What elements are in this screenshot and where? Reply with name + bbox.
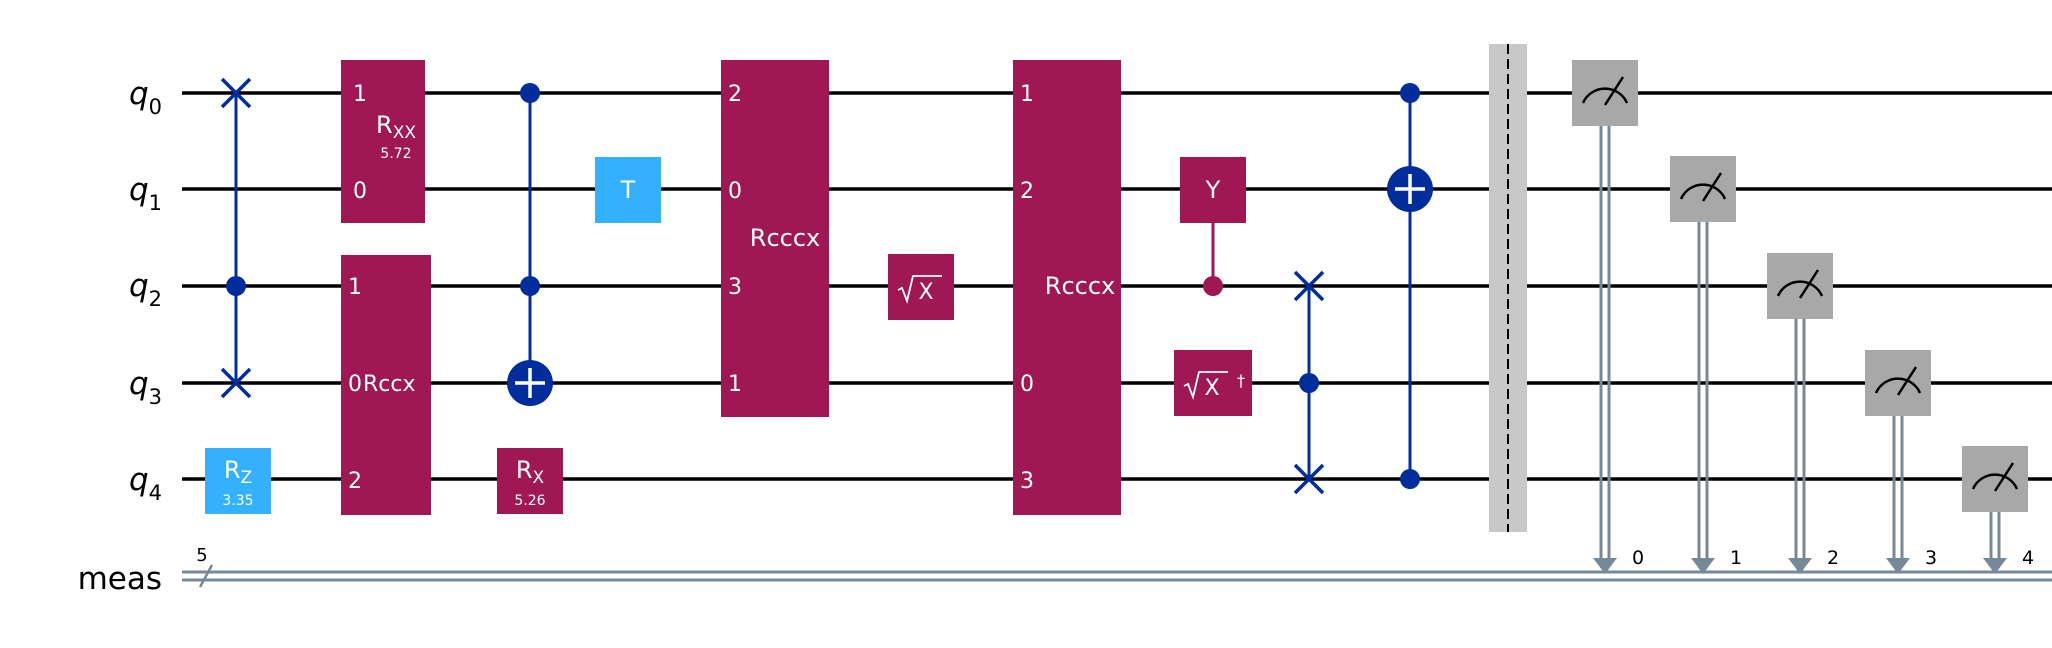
svg-text:3.35: 3.35 <box>222 493 253 509</box>
svg-text:X: X <box>1204 376 1219 401</box>
control-dot <box>1299 373 1319 393</box>
svg-text:0: 0 <box>348 372 362 397</box>
sqrt-icon <box>897 275 942 305</box>
svg-text:RX: RX <box>516 456 545 488</box>
bus-slash <box>198 564 214 588</box>
measure-gate: 4 <box>1962 446 2034 574</box>
meter-icon <box>1874 366 1922 396</box>
control-dot <box>226 276 246 296</box>
svg-text:3: 3 <box>1020 469 1034 494</box>
qubit-label-q1: q1 <box>129 172 162 215</box>
measurements: 0 1 2 3 4 <box>1572 60 2034 574</box>
qubit-label-q4: q4 <box>129 462 162 505</box>
control-dot <box>1400 469 1420 489</box>
qubit-label-q2: q2 <box>129 268 162 311</box>
control-dot <box>1203 276 1223 296</box>
arrow-down-icon <box>1983 558 2007 574</box>
t-gate: T <box>595 157 661 223</box>
controlled-y-gate: Y <box>1180 157 1246 296</box>
rz-gate: RZ 3.35 <box>205 448 271 514</box>
classical-register-label: meas <box>78 561 162 597</box>
qubit-label-q0: q0 <box>129 76 162 119</box>
swap-x-icon <box>220 77 252 109</box>
svg-text:Y: Y <box>1205 176 1221 204</box>
measure-bit-label: 0 <box>1632 547 1644 569</box>
meter-icon <box>1776 269 1824 299</box>
barrier <box>1489 44 1527 532</box>
svg-text:2: 2 <box>1020 179 1034 204</box>
rcccx-gate-1: 2 0 3 1 Rcccx <box>721 60 829 417</box>
target-plus-icon <box>507 360 553 406</box>
arrow-down-icon <box>1593 558 1617 574</box>
arrow-down-icon <box>1886 558 1910 574</box>
qubit-labels: q0 q1 q2 q3 q4 meas <box>78 76 162 597</box>
measure-bit-label: 4 <box>2022 547 2034 569</box>
svg-text:T: T <box>620 176 636 204</box>
measure-bit-label: 3 <box>1925 547 1937 569</box>
register-size: 5 <box>196 545 207 566</box>
svg-text:1: 1 <box>728 372 742 397</box>
svg-text:5.72: 5.72 <box>380 146 411 162</box>
svg-text:1: 1 <box>353 82 367 107</box>
rcccx-gate-2: 1 2 0 3 Rcccx <box>1013 60 1121 515</box>
target-plus-icon <box>1387 166 1433 212</box>
sx-gate: X <box>888 254 954 320</box>
svg-text:1: 1 <box>1020 82 1034 107</box>
svg-text:2: 2 <box>348 469 362 494</box>
classical-wire: 5 <box>182 545 2052 588</box>
sxdg-gate: X † <box>1174 350 1252 416</box>
control-dot <box>520 83 540 103</box>
measure-bit-label: 2 <box>1827 547 1839 569</box>
measure-gate: 0 <box>1572 60 1644 574</box>
rx-gate: RX 5.26 <box>497 448 563 514</box>
control-dot <box>520 276 540 296</box>
swap-x-icon <box>1293 270 1325 302</box>
measure-gate: 2 <box>1767 253 1839 574</box>
arrow-down-icon <box>1691 558 1715 574</box>
svg-text:†: † <box>1237 371 1245 390</box>
svg-text:Rcccx: Rcccx <box>1045 272 1115 300</box>
svg-text:RXX: RXX <box>376 111 416 143</box>
measure-gate: 3 <box>1865 350 1937 574</box>
swap-x-icon <box>220 367 252 399</box>
meter-icon <box>1971 462 2019 492</box>
arrow-down-icon <box>1788 558 1812 574</box>
measure-bit-label: 1 <box>1730 547 1742 569</box>
svg-text:2: 2 <box>728 82 742 107</box>
rccx-gate: 1 0 2 Rccx <box>341 255 431 515</box>
meter-icon <box>1679 172 1727 202</box>
toffoli-gate <box>507 83 553 406</box>
svg-text:1: 1 <box>348 275 362 300</box>
svg-text:Rcccx: Rcccx <box>750 224 820 252</box>
svg-text:X: X <box>918 280 933 305</box>
toffoli-gate-2 <box>1387 83 1433 489</box>
svg-text:RZ: RZ <box>224 456 252 488</box>
svg-text:0: 0 <box>728 179 742 204</box>
rxx-gate: 1 0 RXX 5.72 <box>341 60 425 223</box>
meter-icon <box>1581 76 1629 106</box>
svg-text:0: 0 <box>1020 372 1034 397</box>
cswap-gate-1 <box>220 77 252 399</box>
control-dot <box>1400 83 1420 103</box>
measure-gate: 1 <box>1670 156 1742 574</box>
svg-text:Rccx: Rccx <box>363 372 416 397</box>
qubit-label-q3: q3 <box>129 366 162 409</box>
svg-text:0: 0 <box>353 179 367 204</box>
svg-text:5.26: 5.26 <box>514 493 545 509</box>
sqrt-icon <box>1183 371 1228 401</box>
cswap-gate-2 <box>1293 270 1325 495</box>
svg-text:3: 3 <box>728 275 742 300</box>
swap-x-icon <box>1293 463 1325 495</box>
